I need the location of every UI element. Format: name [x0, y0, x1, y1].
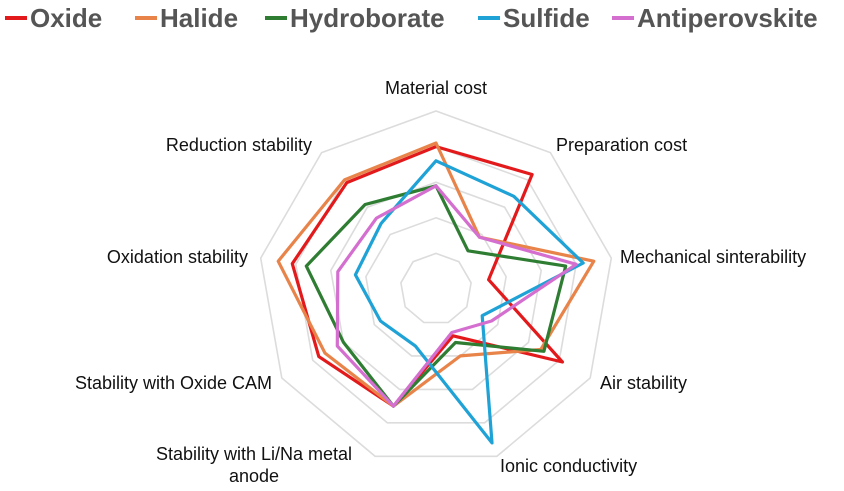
radar-series — [276, 141, 596, 445]
legend-item-sulfide: Sulfide — [478, 3, 590, 33]
grid-ring-5 — [259, 110, 613, 458]
axis-label-1: Material cost — [385, 78, 487, 98]
axis-label-9: Reduction stability — [166, 135, 312, 155]
axis-label-3: Mechanical sinterability — [620, 247, 806, 267]
legend: Oxide Halide Hydroborate Sulfide Antiperovsk… — [5, 3, 818, 33]
legend-item-hydroborate: Hydroborate — [265, 3, 445, 33]
series-halide-line — [276, 141, 596, 408]
grid-ring-1 — [400, 252, 472, 324]
legend-label: Hydroborate — [290, 3, 445, 33]
series-hydroborate-line — [304, 184, 568, 408]
axis-label-2: Preparation cost — [556, 135, 687, 155]
axis-label-5: Ionic conductivity — [500, 456, 637, 476]
series-sulfide-line — [353, 159, 585, 445]
axis-label-8: Oxidation stability — [107, 247, 248, 267]
axis-label-7: Stability with Oxide CAM — [75, 373, 272, 393]
legend-item-antiperovskite: Antiperovskite — [612, 3, 818, 33]
legend-label: Halide — [160, 3, 238, 33]
legend-label: Sulfide — [503, 3, 590, 33]
axis-labels: Material cost Preparation cost Mechanical … — [75, 78, 806, 486]
legend-item-oxide: Oxide — [5, 3, 102, 33]
grid-ring-3 — [329, 181, 543, 391]
legend-item-halide: Halide — [135, 3, 238, 33]
axis-label-6: Stability with Li/Na metal anode — [156, 444, 352, 486]
axis-label-4: Air stability — [600, 373, 687, 393]
series-antiperovskite-line — [335, 184, 578, 408]
legend-label: Oxide — [30, 3, 102, 33]
legend-label: Antiperovskite — [637, 3, 818, 33]
